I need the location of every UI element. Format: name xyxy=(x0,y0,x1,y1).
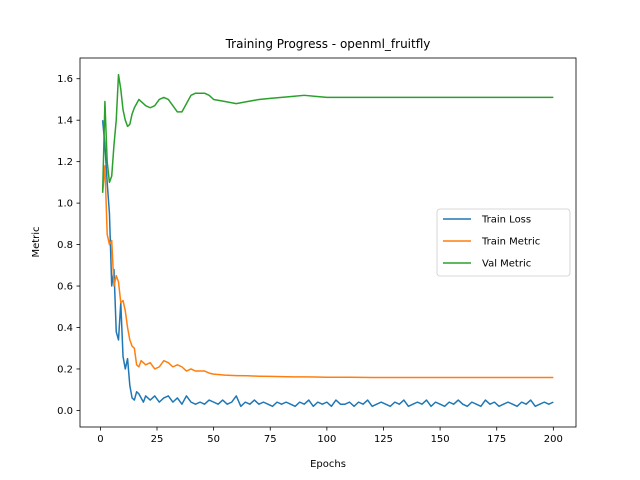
x-axis-label: Epochs xyxy=(310,459,346,470)
chart-title: Training Progress - openml_fruitfly xyxy=(225,37,431,51)
x-tick-label: 25 xyxy=(151,434,164,445)
y-tick-label: 1.6 xyxy=(57,74,73,85)
series-line-train-metric xyxy=(101,165,554,379)
y-tick-label: 1.4 xyxy=(57,116,73,127)
legend-label: Train Metric xyxy=(481,237,540,248)
x-tick-label: 50 xyxy=(207,434,220,445)
y-tick-label: 1.2 xyxy=(57,157,73,168)
x-tick-label: 75 xyxy=(264,434,277,445)
y-tick-label: 1.0 xyxy=(57,199,73,210)
x-tick-label: 0 xyxy=(97,434,103,445)
series-line-val-metric xyxy=(101,73,554,193)
x-tick-label: 125 xyxy=(374,434,393,445)
y-tick-label: 0.2 xyxy=(57,364,73,375)
x-tick-label: 200 xyxy=(544,434,563,445)
x-tick-label: 150 xyxy=(431,434,450,445)
legend: Train Loss Train Metric Val Metric xyxy=(436,208,571,277)
legend-box xyxy=(436,208,571,277)
x-tick-label: 100 xyxy=(317,434,336,445)
y-tick-label: 0.8 xyxy=(57,240,73,251)
y-axis-ticks: 0.0 0.2 0.4 0.6 0.8 1.0 1.2 1.4 1.6 xyxy=(57,74,80,417)
legend-label: Val Metric xyxy=(482,259,531,270)
legend-label: Train Loss xyxy=(481,215,531,226)
y-axis-label: Metric xyxy=(31,226,42,257)
x-axis-ticks: 0 25 50 75 100 125 150 175 200 xyxy=(97,427,563,445)
plot-area-frame xyxy=(79,57,577,428)
y-tick-label: 0.0 xyxy=(57,406,73,417)
plot-lines xyxy=(101,73,554,408)
y-tick-label: 0.4 xyxy=(57,323,73,334)
x-tick-label: 175 xyxy=(487,434,506,445)
series-line-train-loss xyxy=(101,120,554,408)
y-tick-label: 0.6 xyxy=(57,282,73,293)
